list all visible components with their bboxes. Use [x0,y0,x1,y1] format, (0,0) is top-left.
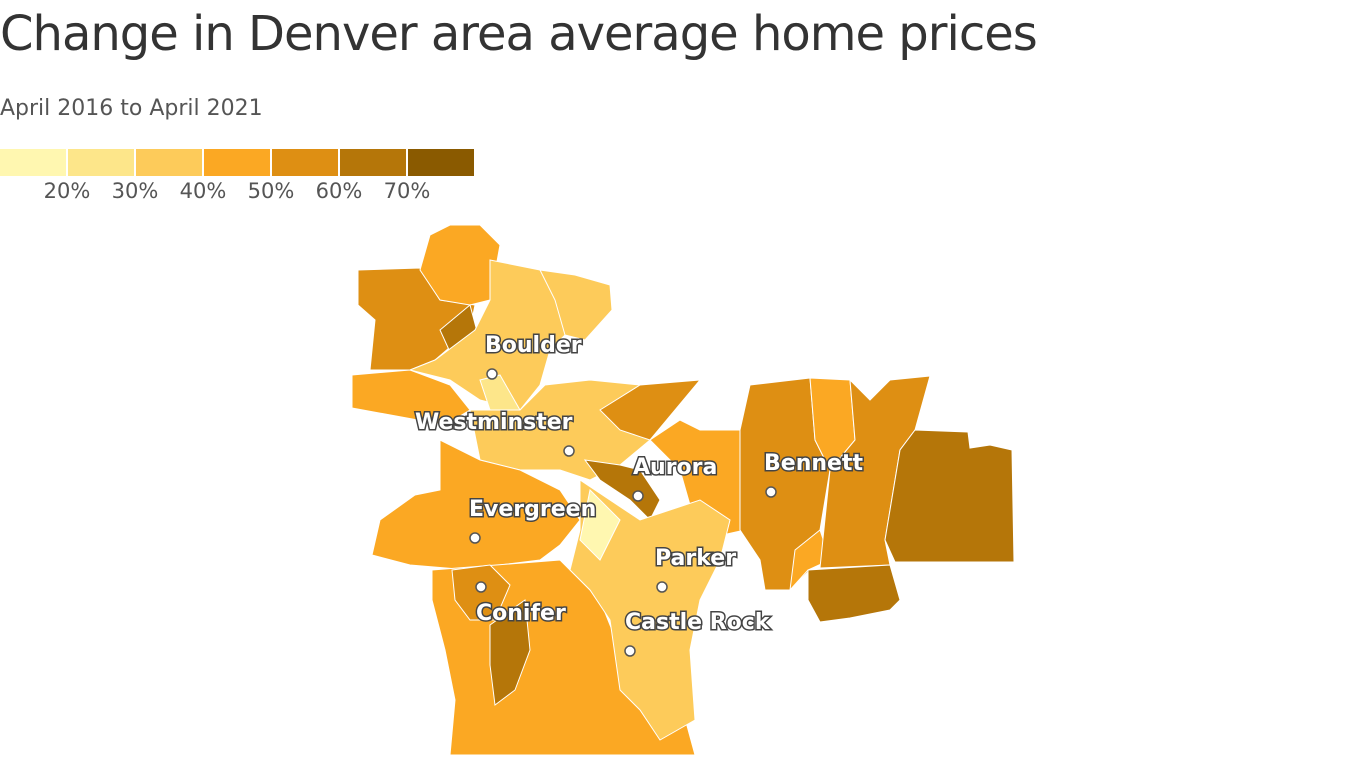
city-dot [475,581,487,593]
region [599,379,702,441]
legend-label: 50% [248,179,295,203]
city-label: Parker [655,546,736,571]
legend-label: 60% [316,179,363,203]
legend-swatch [408,149,474,176]
legend-label: 30% [112,179,159,203]
city-label: Conifer [476,601,566,626]
city-dot [624,645,636,657]
regions [351,224,1015,756]
city-dot [563,445,575,457]
city-dot [632,490,644,502]
region [884,429,1015,563]
legend-swatch [272,149,338,176]
legend-swatch [136,149,202,176]
city-label: Bennett [764,451,863,476]
city-markers: Boulder Westminster Aurora Bennett Everg… [414,332,865,657]
city-dot [469,532,481,544]
region [569,479,731,741]
region [489,599,531,706]
city-label: Castle Rock [625,610,771,635]
region [583,459,661,521]
city-dot [656,581,668,593]
legend-swatch [204,149,270,176]
subtitle: April 2016 to April 2021 [0,96,263,121]
city-label: Boulder [485,333,582,358]
legend-swatch [0,149,66,176]
legend-swatch [340,149,406,176]
region [539,269,613,341]
city-label: Westminster [415,410,573,435]
title: Change in Denver area average home price… [0,6,1038,62]
legend-label: 40% [180,179,227,203]
city-label: Aurora [633,455,717,480]
region [579,488,621,561]
legend-swatch [68,149,134,176]
region [807,564,901,623]
legend-label: 20% [44,179,91,203]
city-label: Evergreen [469,497,596,522]
city-dot [486,368,498,380]
legend-label: 70% [384,179,431,203]
city-dot [765,486,777,498]
